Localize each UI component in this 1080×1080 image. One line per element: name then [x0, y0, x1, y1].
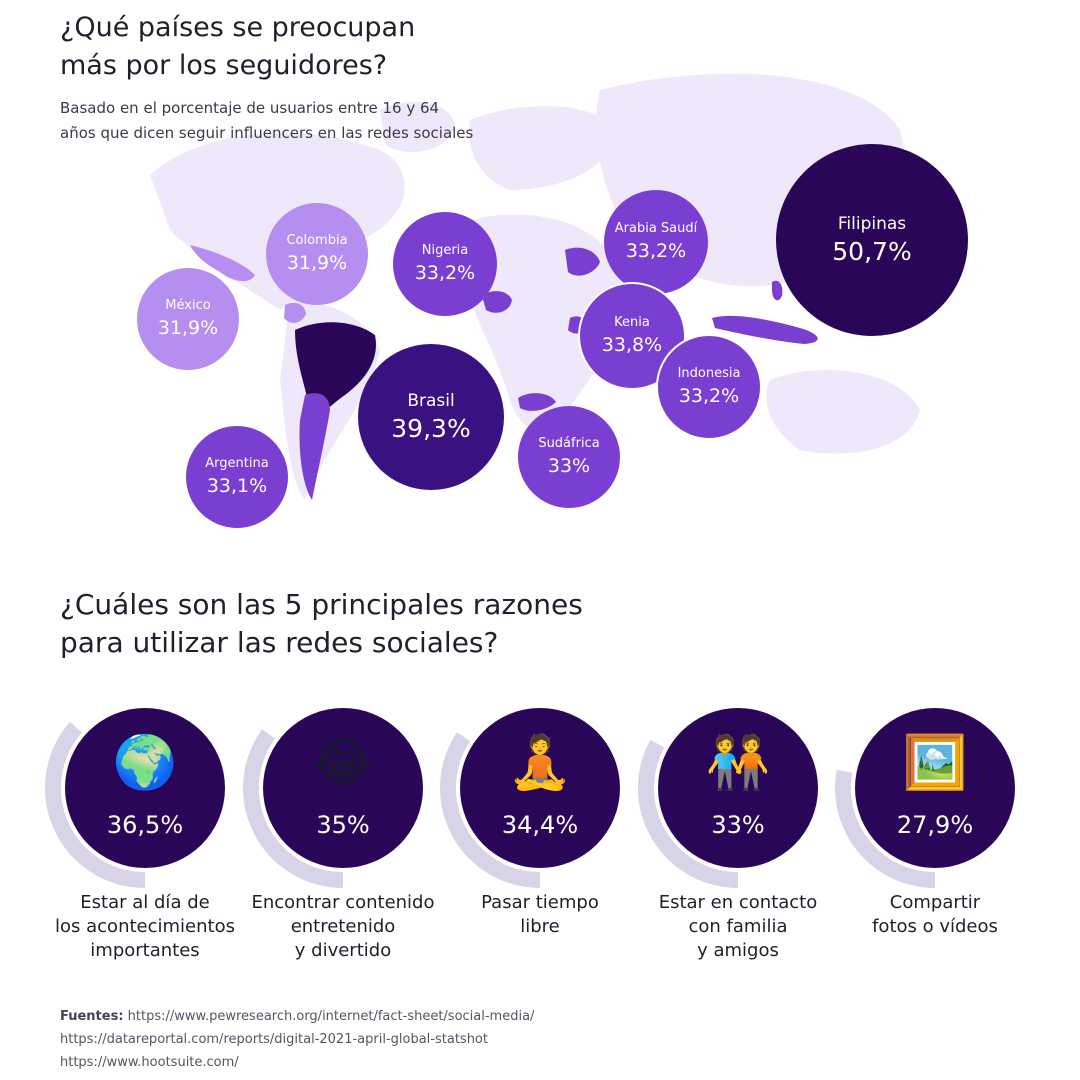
reason-circle — [263, 708, 423, 868]
tears-of-joy-icon: 😂 — [312, 733, 374, 793]
reason-label: Pasar tiempo libre — [481, 892, 599, 937]
bubble-sudafrica: Sudáfrica 33% — [518, 406, 620, 508]
bubble-country: Filipinas — [837, 214, 907, 234]
bubble-value: 33,8% — [601, 334, 663, 356]
bubble-value: 31,9% — [157, 317, 219, 339]
sources-footer: Fuentes: https://www.pewresearch.org/int… — [60, 1005, 534, 1074]
indonesia-shape — [712, 315, 818, 344]
brazil-shape — [295, 322, 376, 414]
reason-circle — [658, 708, 818, 868]
australia-shape — [766, 370, 920, 454]
bubble-country: Colombia — [286, 233, 348, 248]
sources-label: Fuentes: — [60, 1009, 124, 1024]
argentina-shape — [299, 393, 330, 500]
people-holding-hands-icon: 🧑‍🤝‍🧑 — [705, 733, 771, 793]
map-title: ¿Qué países se preocupan más por los seg… — [60, 12, 416, 81]
bubble-country: Kenia — [614, 315, 650, 330]
mexico-shape — [190, 245, 255, 282]
reason-label: Estar al día de los acontecimientos impo… — [55, 892, 235, 961]
reason-arc — [243, 729, 344, 888]
source-link[interactable]: https://datareportal.com/reports/digital… — [60, 1032, 488, 1047]
reasons-title: ¿Cuáles son las 5 principales razones pa… — [60, 588, 583, 659]
globe-africa-icon: 🌍 — [112, 733, 178, 793]
reason-arc — [440, 732, 541, 888]
bubble-nigeria: Nigeria 33,2% — [393, 212, 497, 316]
reason-label: Compartir fotos o vídeos — [872, 892, 998, 937]
bubble-value: 31,9% — [286, 252, 348, 274]
reason-circle — [855, 708, 1015, 868]
bubble-arabia-saudi: Arabia Saudí 33,2% — [604, 190, 708, 294]
map-subtitle: Basado en el porcentaje de usuarios entr… — [60, 99, 474, 142]
bubble-value: 33,2% — [678, 385, 740, 407]
south-africa-shape — [518, 393, 556, 411]
bubble-brasil: Brasil 39,3% — [358, 344, 504, 490]
bubble-country: Indonesia — [677, 366, 741, 381]
bubble-value: 33% — [547, 455, 591, 477]
bubble-country: Arabia Saudí — [614, 221, 698, 236]
bubble-value: 33,2% — [414, 262, 476, 284]
bubble-value: 33,2% — [625, 240, 687, 262]
bubble-colombia: Colombia 31,9% — [266, 203, 368, 305]
bubble-argentina: Argentina 33,1% — [184, 424, 290, 530]
nigeria-shape — [482, 291, 512, 313]
bubble-value: 50,7% — [832, 237, 912, 266]
bubble-indonesia: Indonesia 33,2% — [656, 334, 762, 440]
reason-circle — [65, 708, 225, 868]
framed-picture-icon: 🖼️ — [902, 733, 968, 793]
bubble-country: Brasil — [407, 391, 455, 411]
philippines-shape — [772, 280, 783, 301]
reason-circle — [460, 708, 620, 868]
bubble-value: 39,3% — [391, 414, 471, 443]
reason-arc — [45, 721, 146, 888]
reason-arc — [835, 769, 936, 888]
bubble-value: 33,1% — [206, 475, 268, 497]
reason-value: 27,9% — [896, 811, 974, 839]
bubble-country: Argentina — [205, 456, 269, 471]
reason-arc — [638, 739, 739, 888]
greenland-shape — [380, 101, 455, 153]
saudi-arabia-shape — [565, 247, 600, 276]
source-link[interactable]: https://www.hootsuite.com/ — [60, 1055, 239, 1070]
bubble-country: México — [165, 298, 211, 313]
meditation-icon: 🧘 — [507, 733, 573, 793]
bubble-country: Sudáfrica — [538, 436, 600, 451]
bubble-country: Nigeria — [421, 243, 469, 258]
reason-label: Encontrar contenido entretenido y divert… — [251, 892, 435, 961]
bubble-filipinas: Filipinas 50,7% — [776, 144, 968, 336]
reason-value: 36,5% — [106, 811, 184, 839]
colombia-shape — [284, 302, 306, 323]
europe-shape — [469, 106, 620, 190]
source-link[interactable]: https://www.pewresearch.org/internet/fac… — [127, 1009, 535, 1024]
reason-value: 35% — [316, 811, 370, 839]
reason-value: 33% — [711, 811, 765, 839]
bubble-mexico: México 31,9% — [137, 268, 239, 370]
reason-value: 34,4% — [501, 811, 579, 839]
reason-label: Estar en contacto con familia y amigos — [658, 892, 818, 961]
